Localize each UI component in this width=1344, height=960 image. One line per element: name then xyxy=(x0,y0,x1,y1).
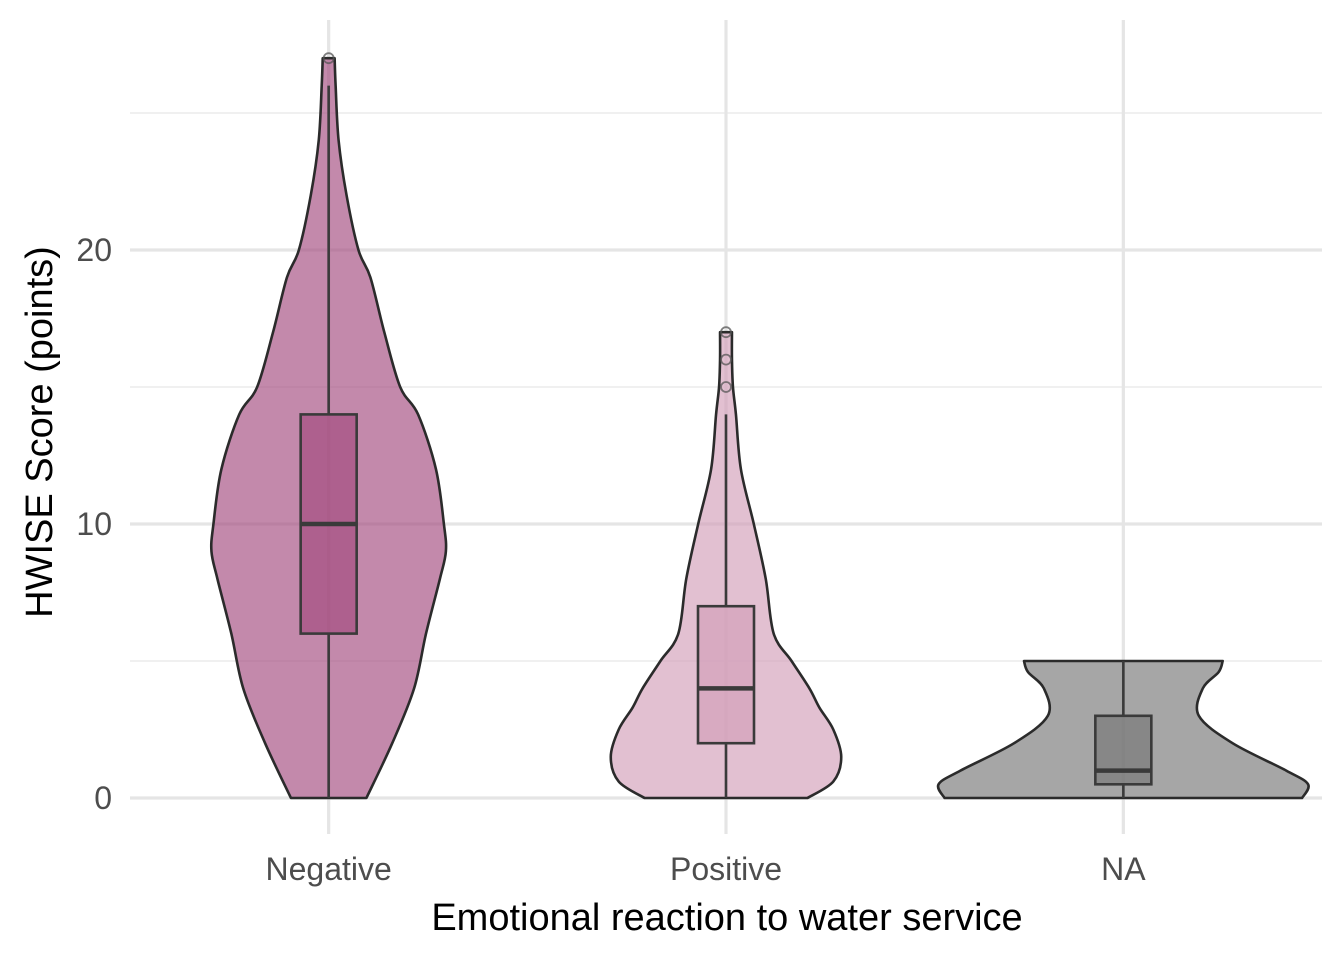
violin-group-positive xyxy=(609,326,843,800)
violin-group-na xyxy=(936,659,1310,800)
x-axis-title: Emotional reaction to water service xyxy=(431,897,1022,939)
y-tick-label: 20 xyxy=(76,232,112,268)
outlier-point xyxy=(322,52,335,65)
y-tick-label: 10 xyxy=(76,506,112,542)
outlier-point xyxy=(720,326,732,339)
y-tick-label: 0 xyxy=(94,780,112,816)
outlier-point xyxy=(720,353,732,366)
x-tick-label: Positive xyxy=(670,851,782,887)
y-axis-title: HWISE Score (points) xyxy=(19,246,61,618)
box xyxy=(696,604,756,745)
violin-group-negative xyxy=(209,52,448,800)
box xyxy=(1094,714,1153,786)
x-tick-label: Negative xyxy=(266,851,392,887)
axis-tick-labels: 0 10 20 Negative Positive NA xyxy=(76,232,1146,887)
outlier-point xyxy=(720,381,732,393)
violins xyxy=(209,52,1310,800)
x-tick-label: NA xyxy=(1101,851,1146,887)
